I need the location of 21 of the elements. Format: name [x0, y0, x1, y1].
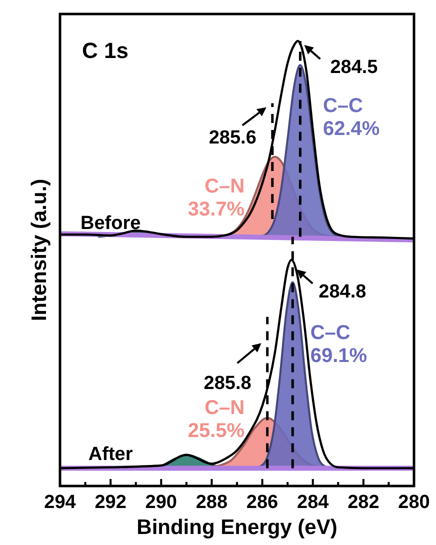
annotation: 285.8 [204, 373, 252, 394]
x-tick-label: 292 [94, 492, 126, 513]
x-tick-label: 288 [196, 492, 228, 513]
x-axis-title: Binding Energy (eV) [136, 516, 338, 539]
x-tick-label: 282 [348, 492, 380, 513]
x-tick-label: 280 [398, 492, 430, 513]
series-label: C–C 62.4% [322, 95, 380, 140]
series-label: C–N 25.5% [188, 396, 245, 442]
chart-title: C 1s [82, 38, 128, 63]
series-label: C–C 69.1% [310, 322, 368, 368]
y-axis-title: Intensity (a.u.) [28, 178, 51, 322]
x-tick-label: 284 [297, 492, 330, 513]
annotation: Before [80, 212, 141, 234]
annotation: 285.6 [208, 127, 256, 148]
x-tick-label: 290 [145, 492, 177, 513]
annotation: 284.8 [318, 282, 366, 303]
series-label: C–N 33.7% [188, 175, 245, 220]
annotation: After [88, 444, 134, 466]
x-tick-label: 294 [44, 492, 76, 513]
x-tick-label: 286 [246, 492, 278, 513]
annotation: 284.5 [330, 57, 378, 78]
